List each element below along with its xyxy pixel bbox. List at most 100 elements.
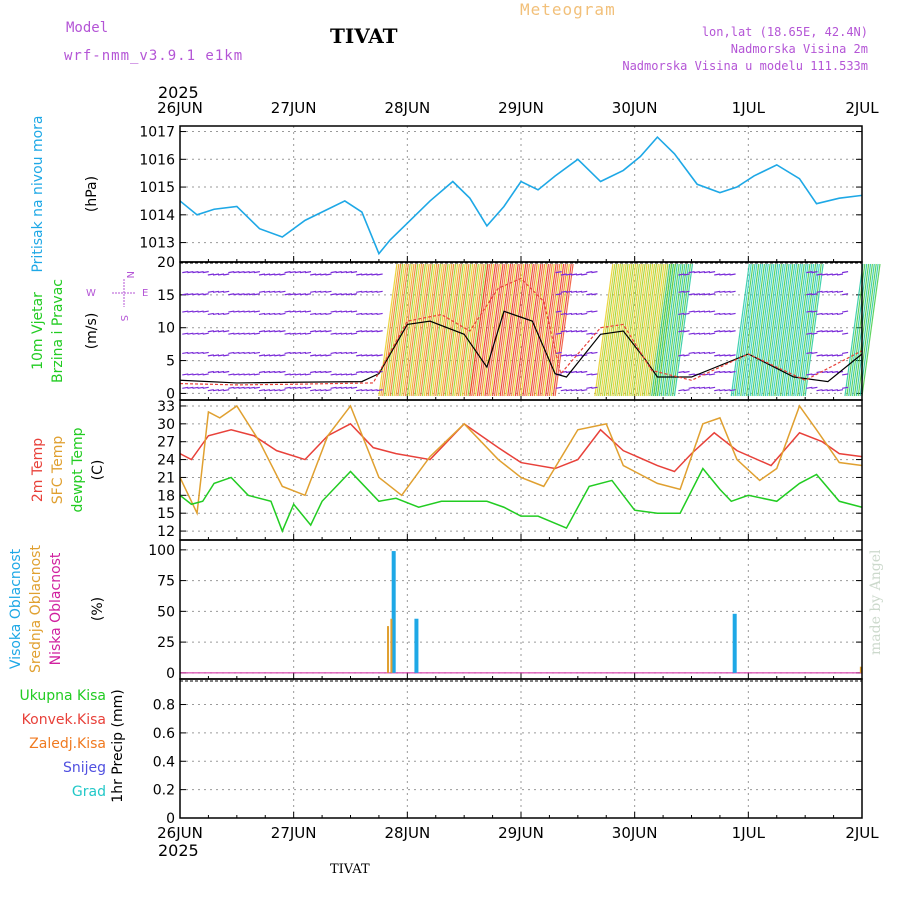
wind-arrow: [836, 273, 844, 276]
wind-arrow: [565, 354, 572, 357]
wind-arrow: [371, 354, 378, 357]
wind-arrow: [371, 330, 378, 333]
wind-arrow: [831, 330, 838, 333]
wind-fan-stroke: [385, 263, 406, 397]
wind-fan-stroke: [543, 263, 563, 397]
wind-arrow: [586, 293, 593, 296]
wind-arrow-row: [182, 330, 849, 335]
wind-arrow: [719, 273, 726, 276]
wind-arrow: [182, 351, 189, 355]
wind-fan-stroke: [406, 263, 426, 397]
wind-arrow: [678, 354, 685, 357]
wind-arrow: [714, 312, 721, 316]
wind-arrow: [320, 389, 327, 392]
wind-fan-stroke: [630, 263, 650, 397]
wind-arrow: [586, 310, 593, 313]
wind-arrow: [345, 351, 353, 355]
y-tick-label: 0.6: [153, 726, 175, 742]
wind-arrow: [258, 330, 266, 333]
wind-arrow: [693, 293, 700, 296]
wind-fan-stroke: [440, 263, 461, 397]
wind-fan-stroke: [745, 263, 766, 397]
wind-fan-stroke: [545, 263, 565, 397]
wind-arrow: [294, 351, 301, 355]
wind-arrow-row: [182, 310, 849, 316]
wind-arrow: [182, 271, 189, 274]
panel-frame-temperature: [179, 399, 863, 541]
wind-arrow: [356, 312, 363, 316]
wind-arrow: [350, 293, 358, 296]
station-title: TIVAT: [330, 24, 398, 48]
wind-arrow: [565, 389, 572, 392]
wind-arrow: [714, 330, 721, 333]
wind-fan-stroke: [738, 263, 758, 397]
wind-arrow: [842, 271, 849, 274]
wind-arrow: [182, 332, 189, 335]
wind-arrow: [376, 290, 383, 293]
wind-fan-stroke: [389, 263, 409, 397]
wind-fan-stroke: [382, 263, 402, 397]
wind-arrow: [253, 332, 260, 335]
wind-fan-stroke: [635, 263, 656, 397]
wind-arrow: [361, 290, 368, 293]
wind-arrow: [253, 351, 260, 355]
wind-arrow: [279, 330, 286, 333]
wind-arrow: [310, 312, 317, 316]
cloud-ylabel-mid: Srednja Oblacnost: [28, 545, 44, 673]
wind-arrow: [350, 351, 358, 355]
wind-fan-stroke: [491, 263, 512, 397]
wind-arrow: [816, 273, 823, 276]
wind-arrow: [212, 273, 220, 276]
wind-fan-stroke: [654, 263, 675, 397]
wind-fan-stroke: [478, 263, 498, 397]
wind-arrow: [709, 351, 716, 355]
wind-fan-stroke: [438, 263, 459, 397]
wind-arrow: [806, 386, 813, 389]
wind-arrow: [299, 351, 307, 355]
wind-arrow: [274, 312, 281, 316]
wind-arrow: [826, 273, 833, 276]
wind-fan-stroke: [516, 263, 536, 397]
wind-fan-stroke: [743, 263, 764, 397]
wind-fan-stroke: [433, 263, 453, 397]
wind-arrow: [202, 310, 209, 313]
wind-arrow: [703, 351, 711, 355]
wind-arrow: [315, 354, 322, 357]
y-tick-label: 12: [157, 524, 175, 540]
wind-arrow: [212, 312, 220, 316]
wind-arrow: [304, 351, 312, 355]
wind-fan-stroke: [736, 263, 756, 397]
wind-fan-stroke: [755, 263, 775, 397]
wind-arrow: [269, 330, 276, 333]
wind-arrow: [345, 271, 353, 274]
model-name: wrf-nmm_v3.9.1 e1km: [64, 48, 244, 64]
wind-arrow: [264, 370, 271, 374]
wind-arrow: [714, 370, 721, 374]
wind-fan-stroke: [482, 263, 502, 397]
wind-arrow: [831, 389, 838, 392]
wind-fan-stroke: [474, 263, 495, 397]
wind-arrow: [688, 386, 695, 389]
wind-arrow: [350, 310, 358, 313]
wind-arrow: [345, 293, 353, 296]
wind-arrow: [350, 332, 358, 335]
wind-arrow: [581, 370, 588, 374]
wind-arrow: [284, 310, 291, 313]
wind-arrow-row: [182, 290, 849, 296]
wind-arrow: [719, 290, 726, 293]
wind-fan-stroke: [804, 263, 824, 397]
wind-fan-stroke: [539, 263, 559, 397]
wind-arrow: [228, 293, 235, 296]
wind-arrow: [350, 373, 358, 376]
wind-fan-stroke: [473, 263, 493, 397]
wind-fan-stroke: [742, 263, 762, 397]
wind-arrow: [279, 389, 286, 392]
wind-arrow: [806, 332, 813, 335]
wind-arrow: [560, 330, 567, 333]
wind-arrow: [729, 354, 736, 357]
wind-arrow: [361, 389, 368, 392]
wind-arrow: [233, 332, 240, 335]
wind-fan-stroke: [518, 263, 538, 397]
wind-arrow: [729, 389, 736, 392]
wind-arrow: [217, 312, 225, 316]
